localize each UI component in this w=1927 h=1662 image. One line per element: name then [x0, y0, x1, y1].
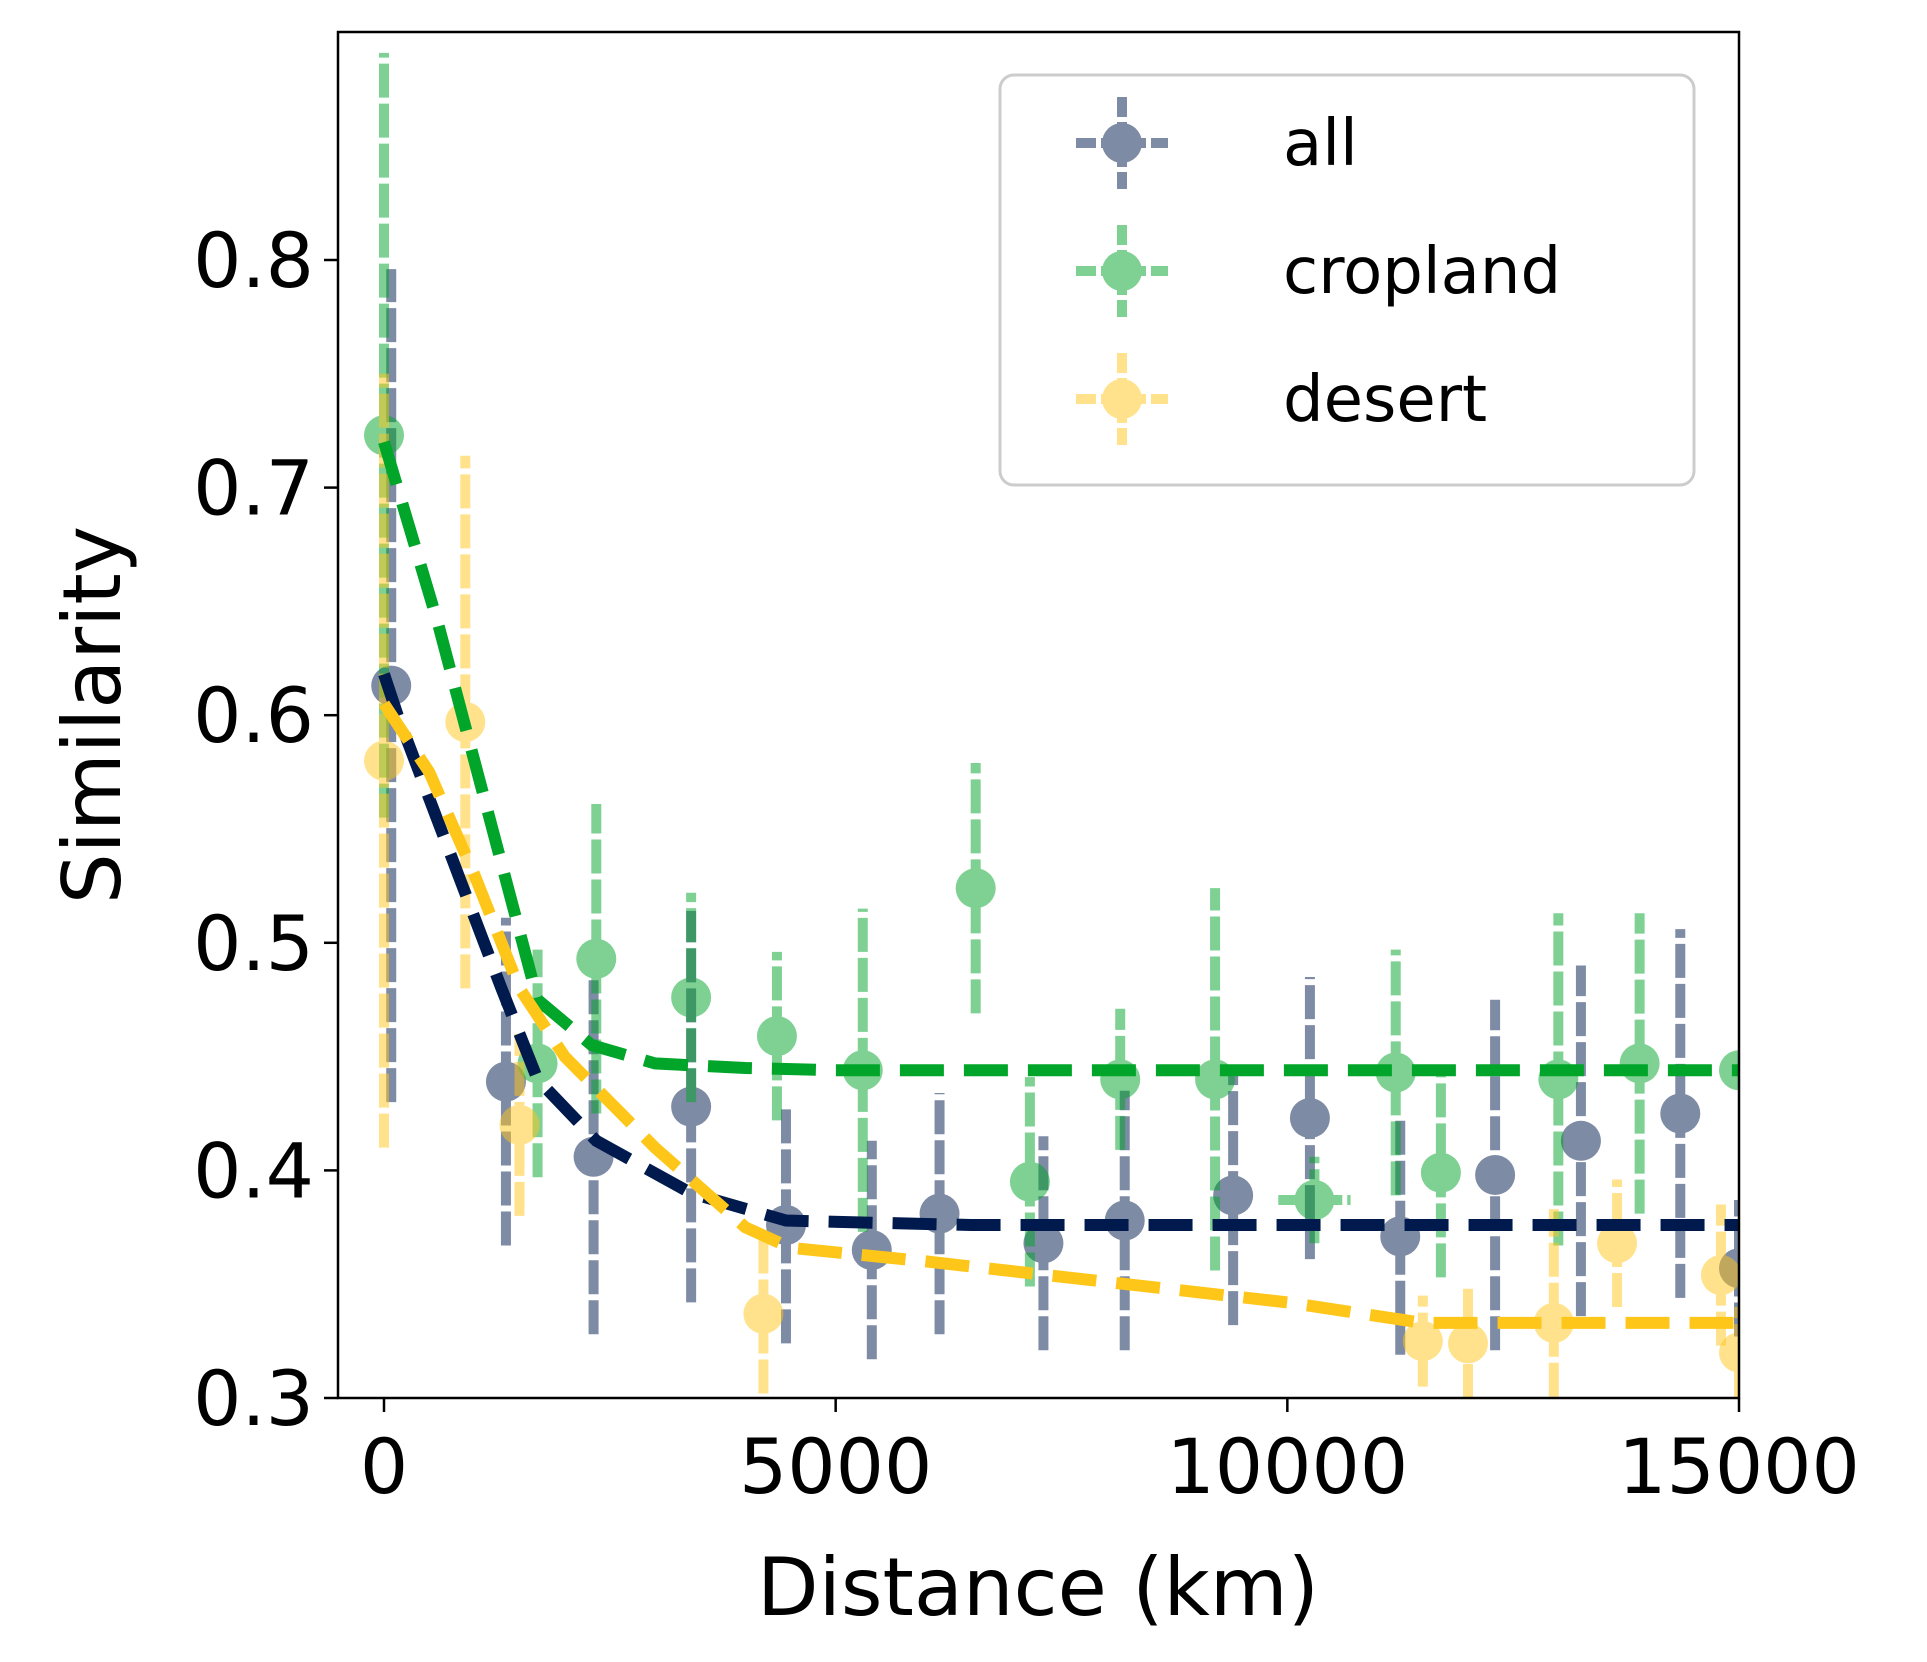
point-marker — [364, 740, 404, 781]
data-point-cropland — [1538, 913, 1579, 1246]
data-point-all — [1660, 929, 1701, 1298]
point-marker — [499, 1104, 540, 1145]
point-marker — [1560, 1120, 1601, 1161]
data-point-all — [1213, 1065, 1254, 1326]
legend: all cropland desert — [998, 73, 1696, 487]
legend-entry-desert: desert — [1076, 353, 1487, 445]
y-tick-label: 0.3 — [193, 1354, 314, 1443]
data-point-desert — [1597, 1179, 1638, 1307]
legend-marker-desert — [1076, 353, 1168, 445]
data-point-cropland — [671, 892, 712, 1103]
legend-label-cropland: cropland — [1283, 235, 1561, 309]
legend-point — [1102, 123, 1142, 163]
point-marker — [1475, 1154, 1516, 1195]
data-point-cropland — [576, 803, 617, 1114]
data-point-cropland — [1619, 913, 1660, 1214]
y-tick-label: 0.5 — [193, 899, 314, 988]
point-marker — [1719, 1050, 1739, 1091]
point-marker — [1597, 1223, 1638, 1264]
point-marker — [1660, 1093, 1701, 1134]
data-point-desert — [1719, 1306, 1739, 1398]
data-point-desert — [1533, 1209, 1574, 1398]
y-tick-label: 0.7 — [193, 444, 314, 533]
fit-line-desert — [378, 700, 1739, 1329]
point-marker — [1533, 1302, 1574, 1343]
legend-entries: all cropland desert — [1076, 97, 1561, 445]
data-point-desert — [1448, 1288, 1488, 1398]
legend-entry-cropland: cropland — [1076, 225, 1561, 317]
data-point-cropland — [1375, 949, 1416, 1196]
data-point-desert — [743, 1234, 784, 1394]
data-point-all — [1475, 999, 1516, 1351]
data-point-desert — [499, 1033, 540, 1216]
data-point-desert — [364, 373, 404, 1148]
data-point-all — [919, 1093, 960, 1335]
y-axis-ticks: 0.3 0.4 0.5 0.6 0.7 0.8 — [193, 216, 338, 1443]
x-tick-label: 15000 — [1618, 1422, 1860, 1511]
x-tick-label: 0 — [360, 1422, 408, 1511]
y-tick-label: 0.4 — [193, 1126, 314, 1215]
data-point-cropland — [1009, 1077, 1050, 1287]
data-point-desert — [1402, 1295, 1443, 1387]
point-marker — [1420, 1152, 1461, 1193]
legend-label-desert: desert — [1283, 363, 1487, 437]
point-marker — [671, 1086, 712, 1127]
legend-label-all: all — [1283, 107, 1358, 181]
point-marker — [1700, 1255, 1739, 1296]
data-point-cropland — [1420, 1067, 1461, 1278]
point-marker — [1448, 1323, 1488, 1364]
point-marker — [1402, 1321, 1443, 1362]
data-point-all — [1560, 965, 1601, 1317]
point-marker — [1289, 1098, 1330, 1139]
legend-box — [998, 73, 1696, 487]
x-axis-label: Distance (km) — [757, 1541, 1319, 1634]
data-point-cropland — [1719, 1050, 1739, 1091]
point-marker — [1213, 1175, 1254, 1216]
y-axis-label: Similarity — [46, 526, 139, 904]
legend-marker-all — [1076, 97, 1168, 189]
series-layer — [364, 52, 1739, 1398]
legend-point — [1102, 251, 1142, 291]
x-tick-label: 10000 — [1166, 1422, 1408, 1511]
y-tick-label: 0.6 — [193, 671, 314, 760]
legend-marker-cropland — [1076, 225, 1168, 317]
point-marker — [1009, 1161, 1050, 1202]
data-point-cropland — [1100, 1008, 1141, 1150]
point-marker — [1619, 1043, 1660, 1084]
data-point-cropland — [756, 951, 797, 1121]
fit-line-cropland — [378, 440, 1739, 1077]
point-marker — [576, 938, 617, 979]
point-marker — [743, 1293, 784, 1334]
y-tick-label: 0.8 — [193, 216, 314, 305]
point-marker — [671, 977, 712, 1018]
x-tick-label: 5000 — [739, 1422, 932, 1511]
legend-entry-all: all — [1076, 97, 1358, 189]
legend-point — [1102, 379, 1142, 419]
point-marker — [1375, 1052, 1416, 1093]
data-point-cropland — [955, 762, 996, 1014]
point-marker — [955, 868, 996, 909]
point-marker — [1719, 1332, 1739, 1373]
x-axis-ticks: 0 5000 10000 15000 — [360, 1398, 1860, 1511]
fit-line-all — [378, 672, 1739, 1231]
point-marker — [756, 1016, 797, 1057]
point-marker — [1294, 1179, 1335, 1220]
